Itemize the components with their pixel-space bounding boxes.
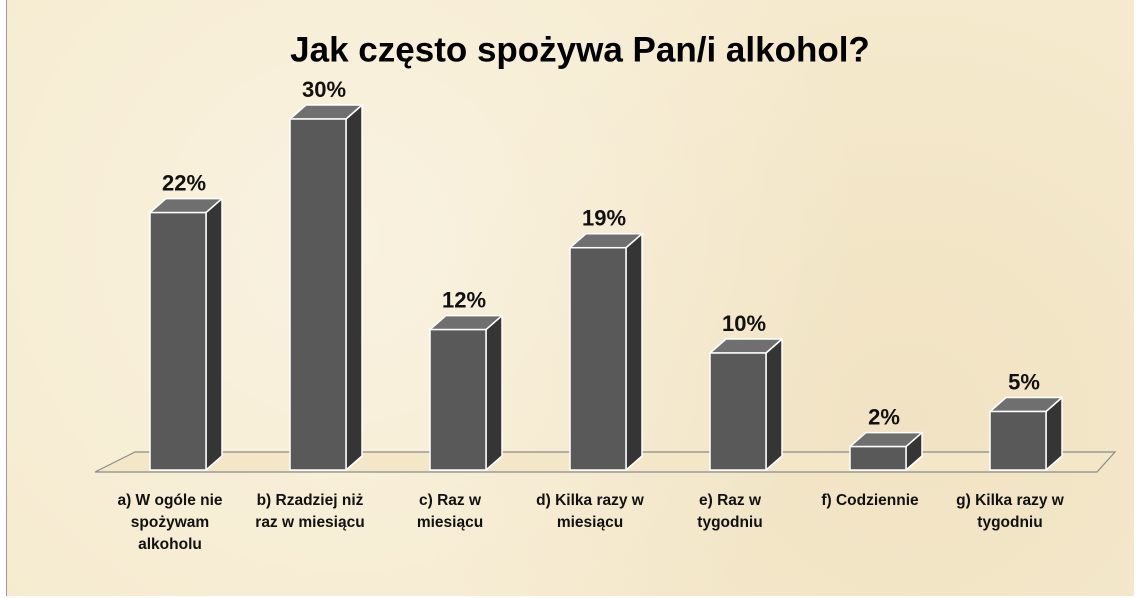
bar-front [849, 445, 907, 471]
category-label: d) Kilka razy w miesiącu [536, 492, 644, 531]
bar-front [989, 410, 1047, 471]
bar-front [149, 211, 207, 471]
value-label: 5% [1008, 369, 1040, 394]
bar-front [289, 118, 347, 471]
bar [569, 232, 643, 471]
value-label: 12% [442, 287, 486, 312]
value-label: 10% [722, 311, 766, 336]
bar [289, 104, 363, 471]
bar-front [709, 352, 767, 471]
bar [849, 431, 923, 471]
bar-side [345, 104, 363, 471]
category-label: b) Rzadziej niż raz w miesiącu [255, 492, 365, 531]
category-label: c) Raz w miesiącu [416, 492, 484, 531]
bar-front [569, 246, 627, 471]
value-label: 19% [582, 206, 626, 231]
bar [989, 396, 1063, 471]
chart-title: Jak często spożywa Pan/i alkohol? [290, 30, 870, 69]
bar-side [765, 338, 783, 471]
bar-front [429, 328, 487, 471]
bar [149, 197, 223, 471]
value-label: 2% [868, 404, 900, 429]
bar-side [485, 314, 503, 471]
category-label: g) Kilka razy w tygodniu [956, 492, 1064, 531]
bar [429, 314, 503, 471]
bar-side [625, 232, 643, 471]
category-label: f) Codziennie [821, 492, 919, 509]
bar [709, 338, 783, 471]
value-label: 30% [302, 77, 346, 102]
category-label: a) W ogóle nie spożywam alkoholu [117, 492, 223, 553]
bar-side [205, 197, 223, 471]
value-label: 22% [162, 170, 206, 195]
category-label: e) Raz w tygodniu [697, 492, 763, 531]
